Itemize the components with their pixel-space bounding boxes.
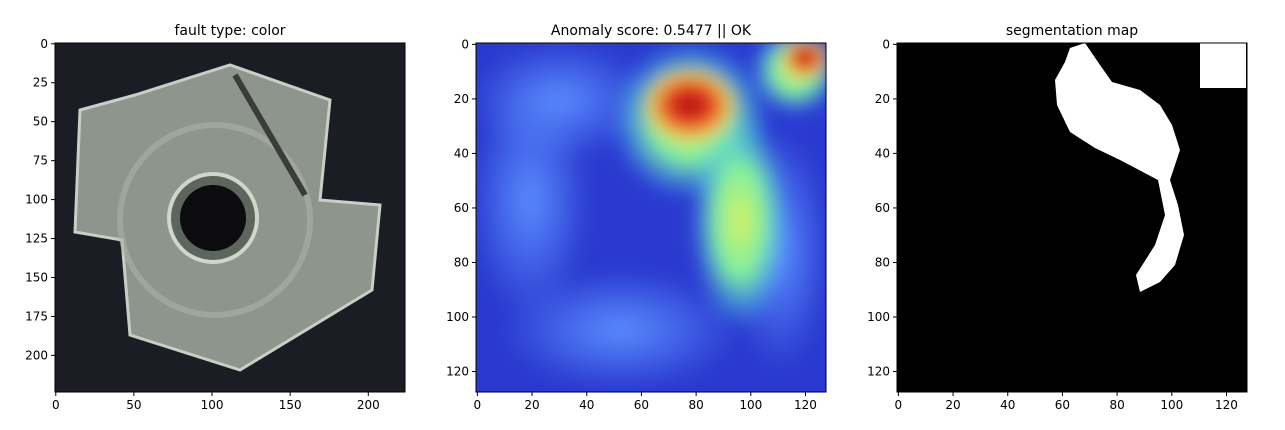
y-tick-label: 40: [454, 146, 469, 160]
y-tick-label: 25: [33, 76, 48, 90]
x-tick-label: 100: [201, 398, 224, 412]
x-tick-label: 120: [1215, 398, 1238, 412]
x-tick-label: 60: [634, 398, 649, 412]
chart-title: fault type: color: [174, 23, 285, 39]
x-tick-label: 0: [474, 398, 482, 412]
x-tick-label: 20: [524, 398, 539, 412]
y-tick-label: 60: [454, 201, 469, 215]
segmentation: [897, 43, 1247, 392]
axes-frame: [896, 42, 1248, 393]
y-tick-label: 0: [461, 37, 469, 51]
y-tick-label: 100: [25, 193, 48, 207]
y-tick-label: 200: [25, 348, 48, 362]
y-tick-label: 0: [882, 37, 890, 51]
x-tick-label: 40: [1000, 398, 1015, 412]
x-tick-label: 0: [895, 398, 903, 412]
x-tick-label: 80: [1109, 398, 1124, 412]
y-tick-label: 0: [40, 37, 48, 51]
y-tick-label: 100: [446, 310, 469, 324]
x-tick-label: 150: [279, 398, 302, 412]
y-tick-label: 50: [33, 115, 48, 129]
x-tick-label: 100: [739, 398, 762, 412]
y-tick-label: 100: [867, 310, 890, 324]
x-tick-label: 20: [945, 398, 960, 412]
y-tick-label: 150: [25, 270, 48, 284]
y-tick-label: 75: [33, 154, 48, 168]
x-tick-label: 200: [357, 398, 380, 412]
x-tick-label: 50: [126, 398, 141, 412]
x-tick-label: 80: [688, 398, 703, 412]
axes-frame: [54, 42, 406, 393]
y-tick-label: 120: [867, 365, 890, 379]
chart-title: segmentation map: [1006, 23, 1138, 39]
chart-title: Anomaly score: 0.5477 || OK: [551, 23, 752, 39]
y-tick-label: 20: [454, 92, 469, 106]
x-tick-label: 100: [1160, 398, 1183, 412]
y-tick-label: 80: [875, 255, 890, 269]
x-tick-label: 120: [794, 398, 817, 412]
heatmap: [476, 43, 826, 392]
photo: [55, 43, 405, 392]
y-tick-label: 120: [446, 365, 469, 379]
y-tick-label: 175: [25, 309, 48, 323]
y-tick-label: 20: [875, 92, 890, 106]
axes-frame: [475, 42, 827, 393]
y-tick-label: 40: [875, 146, 890, 160]
x-tick-label: 60: [1055, 398, 1070, 412]
y-tick-label: 80: [454, 255, 469, 269]
y-tick-label: 125: [25, 232, 48, 246]
x-tick-label: 0: [52, 398, 60, 412]
x-tick-label: 40: [579, 398, 594, 412]
y-tick-label: 60: [875, 201, 890, 215]
